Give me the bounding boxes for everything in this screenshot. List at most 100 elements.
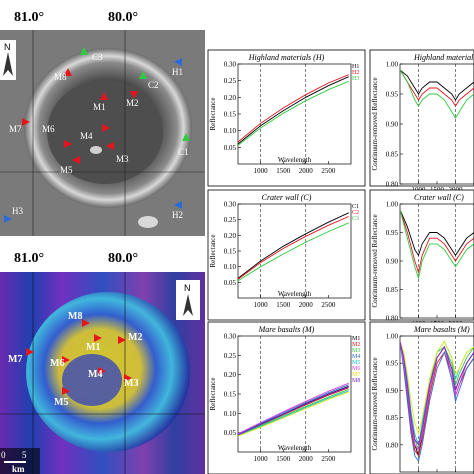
y-tick-label: 0.90 [386,258,399,266]
top-map-label-m1: M1 [93,102,106,112]
series-line-c1 [400,209,474,257]
series-line-c2 [400,209,474,275]
y-axis-label: Continuum-removed Reflectance [371,357,379,450]
x-tick-label: 1500 [276,167,291,175]
series-line-m4 [400,341,474,463]
panel-title: Highland materials (H) [413,53,474,62]
top-map-small-crater [138,216,158,228]
scale-bar: 0 5 km [0,448,40,474]
top-map-marker-m1 [100,92,108,100]
legend-m5: M5 [352,360,360,366]
x-axis-label: Wavelength [278,290,312,298]
top-map-label-h1: H1 [172,67,183,77]
panel-title: Highland materials (H) [248,53,325,62]
y-axis-label: Reflectance [209,234,217,267]
top-map-label-c2: C2 [148,80,159,90]
legend-m8: M8 [352,378,360,384]
bottom-map-north-arrow: N [176,280,200,320]
top-map-label-m2: M2 [126,98,139,108]
top-map-label-m4: M4 [80,131,93,141]
series-line-m6 [238,382,349,435]
top-map-marker-c1 [182,133,190,141]
spectra-panel-5: Mare basalts (M) Reflectance Wavelength 0.0… [207,321,366,474]
legend-c1: C1 [352,204,359,210]
top-map-label-m7: M7 [9,124,22,134]
panel-frame [207,49,366,187]
y-tick-label: 0.10 [224,410,237,418]
panel-title: Crater wall (C) [262,193,312,202]
spectra-panel-1: Highland materials (H) Reflectance Wavelen… [207,49,366,187]
y-tick-label: 0.15 [224,248,237,256]
legend-h1: H1 [352,64,359,70]
top-map-marker-m2 [130,91,138,99]
top-map-marker-m6 [64,140,72,148]
y-tick-label: 0.95 [386,229,399,237]
top-map-label-m6: M6 [42,124,55,134]
scale-bar-unit: km [12,464,25,474]
series-line-h2 [238,74,349,143]
top-map-markers: C3 M8 H1 C2 M1 M2 M7 M6 M4 M3 M5 C1 H3 H2 [4,47,190,223]
series-line-h2 [400,69,474,107]
y-tick-label: 0.85 [386,414,399,422]
spectra-panel-4: Crater wall (C) Continuum-removed Reflect… [369,189,474,328]
y-tick-label: 0.95 [386,91,399,99]
y-tick-label: 0.95 [386,360,399,368]
bottom-map-markers: M8 M2 M7 M1 M6 M4 M3 M5 [8,311,142,408]
legend-h3: H3 [352,76,359,82]
y-tick-label: 1.00 [386,61,399,69]
bottom-map-marker-m2 [118,336,126,344]
x-axis-label: Wavelength [278,156,312,164]
y-tick-label: 0.15 [224,391,237,399]
y-tick-label: 1.00 [386,201,399,209]
top-map-marker-h2 [174,201,182,209]
bottom-map-lon-label-2: 80.0° [108,251,138,266]
series-line-c3 [238,222,349,282]
legend-m3: M3 [352,348,360,354]
spectra-panel-3: Crater wall (C) Reflectance Wavelength 0.05… [207,189,366,321]
x-axis-label: Wavelength [278,444,312,452]
top-map: 81.0° 80.0° N C3 M8 H1 C2 M1 M2 M7 M6 M4 M3 M5 C1 H3… [0,10,205,236]
y-tick-label: 0.25 [224,352,237,360]
x-tick-label: 1000 [254,167,269,175]
series-line-m8 [400,341,474,446]
x-tick-label: 2500 [321,301,336,309]
top-map-north-arrow: N [0,40,16,80]
top-map-marker-m3 [106,142,114,150]
y-tick-label: 0.80 [386,315,399,323]
top-map-label-h3: H3 [12,206,23,216]
top-map-label-m3: M3 [116,154,129,164]
top-map-central-peak [90,146,102,154]
panel-frame [207,321,366,474]
bottom-map-marker-m4 [98,367,106,375]
scale-bar-zero: 0 [1,450,6,460]
bottom-map-label-m6: M6 [50,358,64,369]
y-tick-label: 0.25 [224,77,237,85]
series-line-c1 [238,212,349,279]
x-tick-label: 1500 [276,455,291,463]
bottom-map-label-m4: M4 [88,369,102,380]
spectra-panel-2: Highland materials (H) Continuum-removed … [369,49,474,194]
bottom-map-north-label: N [184,283,191,293]
y-axis-label: Continuum-removed Reflectance [371,214,379,307]
legend-c2: C2 [352,210,359,216]
legend-m4: M4 [352,354,360,360]
top-map-marker-m7 [22,118,30,126]
x-tick-label: 2000 [299,301,314,309]
bottom-map-marker-m6 [62,356,70,364]
top-map-label-h2: H2 [172,210,183,220]
y-tick-label: 0.05 [224,429,237,437]
scale-bar-five: 5 [22,450,27,460]
series-line-m8 [238,386,349,436]
series-line-c2 [238,216,349,280]
y-tick-label: 0.80 [386,181,399,189]
legend-m1: M1 [352,336,360,342]
y-tick-label: 0.20 [224,371,237,379]
top-map-marker-m8 [64,68,72,76]
y-tick-label: 0.30 [224,333,237,341]
series-line-h1 [400,69,474,101]
y-tick-label: 0.85 [386,286,399,294]
x-tick-label: 1500 [276,301,291,309]
top-map-north-label: N [4,42,11,52]
bottom-map-marker-m8 [82,319,90,327]
series-line-h1 [238,76,349,145]
